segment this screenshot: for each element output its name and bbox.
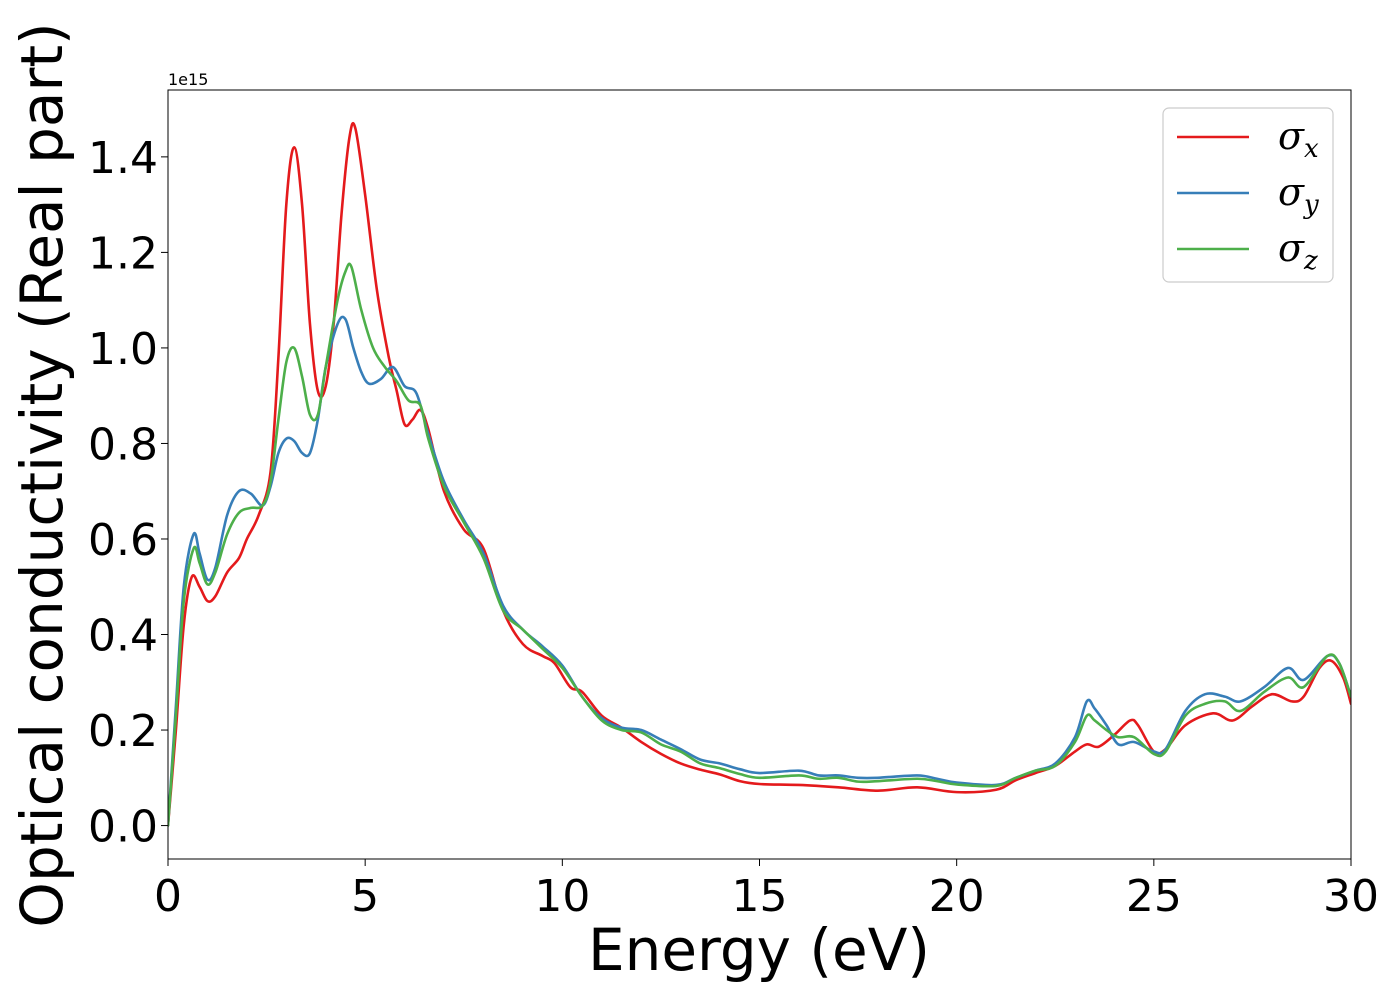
legend-label-sigma-z: σz: [1278, 226, 1318, 276]
y-tick-label: 0.6: [88, 515, 158, 566]
y-tick-label: 1.2: [88, 228, 158, 279]
y-tick-label: 0.0: [88, 802, 158, 853]
x-tick-label: 20: [929, 871, 985, 922]
y-axis-title: Optical conductivity (Real part): [8, 22, 76, 927]
y-tick-label: 0.8: [88, 419, 158, 470]
series-line-sigma-x: [168, 121, 1351, 827]
x-axis: 0 5 10 15 20 25 30: [154, 859, 1379, 922]
x-tick-label: 10: [534, 871, 590, 922]
y-tick-label: 1.4: [88, 133, 158, 184]
y-tick-label: 1.0: [88, 324, 158, 375]
y-tick-label: 0.2: [88, 706, 158, 757]
legend-box: [1162, 107, 1334, 283]
series-line-sigma-y: [168, 315, 1351, 827]
legend-label-sigma-x: σx: [1278, 114, 1319, 164]
legend: σx σy σz: [1162, 107, 1334, 283]
x-tick-label: 30: [1323, 871, 1379, 922]
y-offset-label: 1e15: [168, 70, 208, 89]
legend-label-sigma-y: σy: [1278, 170, 1319, 220]
x-axis-title: Energy (eV): [588, 916, 930, 984]
x-tick-label: 15: [732, 871, 788, 922]
x-tick-label: 0: [154, 871, 182, 922]
y-tick-label: 0.4: [88, 611, 158, 662]
y-axis: 0.0 0.2 0.4 0.6 0.8 1.0 1.2 1.4: [88, 133, 168, 853]
x-tick-label: 25: [1126, 871, 1182, 922]
series-line-sigma-z: [168, 262, 1351, 827]
series-layer: [168, 121, 1351, 827]
x-tick-label: 5: [351, 871, 379, 922]
